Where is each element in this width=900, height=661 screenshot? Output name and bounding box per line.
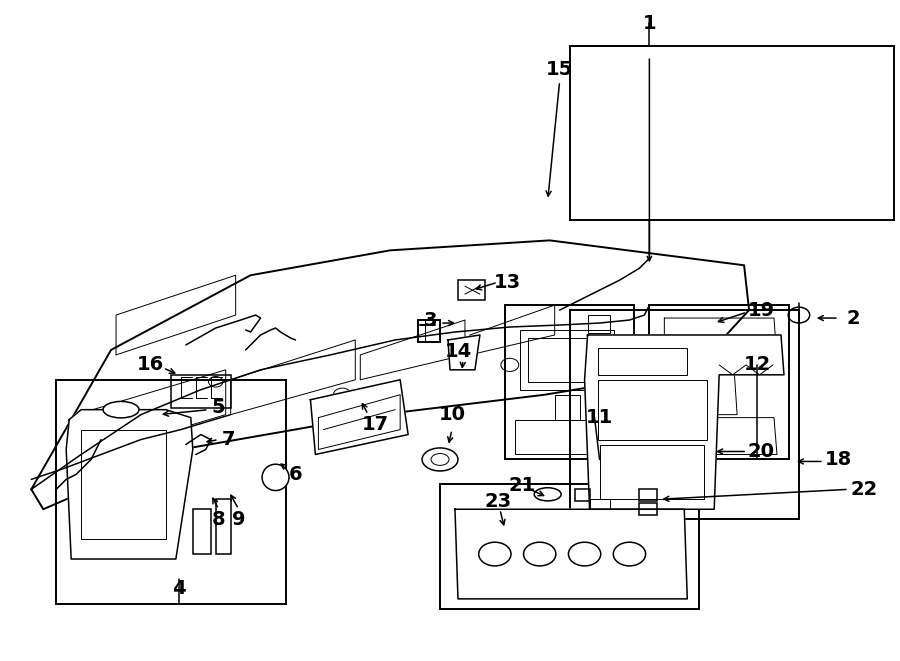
Bar — [527, 338, 607, 382]
Bar — [515, 420, 625, 455]
Bar — [56, 380, 285, 604]
Text: 19: 19 — [748, 301, 775, 319]
Text: 1: 1 — [643, 14, 656, 33]
Text: 2: 2 — [847, 309, 860, 328]
Text: 7: 7 — [222, 430, 236, 449]
Text: 9: 9 — [232, 510, 246, 529]
Ellipse shape — [104, 401, 139, 418]
Bar — [570, 46, 894, 221]
Text: 11: 11 — [586, 408, 613, 427]
Polygon shape — [455, 509, 688, 599]
Bar — [650, 305, 789, 459]
Bar — [171, 375, 230, 408]
Text: 23: 23 — [484, 492, 511, 511]
Polygon shape — [32, 241, 749, 509]
Bar — [418, 320, 440, 342]
Bar — [639, 489, 657, 501]
Text: 15: 15 — [546, 59, 573, 79]
Bar — [639, 503, 657, 515]
Bar — [574, 489, 590, 501]
Bar — [81, 430, 166, 539]
Polygon shape — [448, 335, 480, 370]
Text: 17: 17 — [362, 415, 389, 434]
Bar — [599, 444, 704, 499]
Bar — [440, 485, 699, 609]
Text: 3: 3 — [423, 311, 436, 330]
Text: 10: 10 — [438, 405, 465, 424]
Text: 6: 6 — [289, 465, 302, 484]
Bar — [193, 509, 211, 554]
Text: 5: 5 — [212, 398, 226, 417]
Ellipse shape — [262, 464, 289, 490]
Text: 12: 12 — [743, 356, 770, 374]
Text: 20: 20 — [748, 442, 775, 461]
Bar — [570, 310, 799, 519]
Bar — [458, 280, 485, 300]
Bar — [598, 380, 707, 440]
Bar — [598, 348, 688, 375]
Text: 8: 8 — [212, 510, 226, 529]
Text: 14: 14 — [445, 342, 472, 362]
Text: 13: 13 — [494, 273, 521, 292]
Polygon shape — [585, 335, 784, 509]
Text: 18: 18 — [825, 450, 852, 469]
Text: 4: 4 — [172, 580, 185, 598]
Bar — [505, 305, 634, 459]
Bar — [588, 315, 609, 333]
Bar — [520, 330, 615, 390]
Ellipse shape — [431, 453, 449, 465]
Bar — [216, 499, 230, 554]
Text: 22: 22 — [850, 480, 878, 499]
Polygon shape — [310, 380, 408, 455]
Polygon shape — [67, 410, 193, 559]
Bar — [554, 395, 580, 420]
Bar — [590, 499, 609, 509]
Ellipse shape — [422, 448, 458, 471]
Text: 21: 21 — [508, 476, 536, 495]
Text: 16: 16 — [138, 356, 165, 374]
Ellipse shape — [535, 488, 562, 501]
